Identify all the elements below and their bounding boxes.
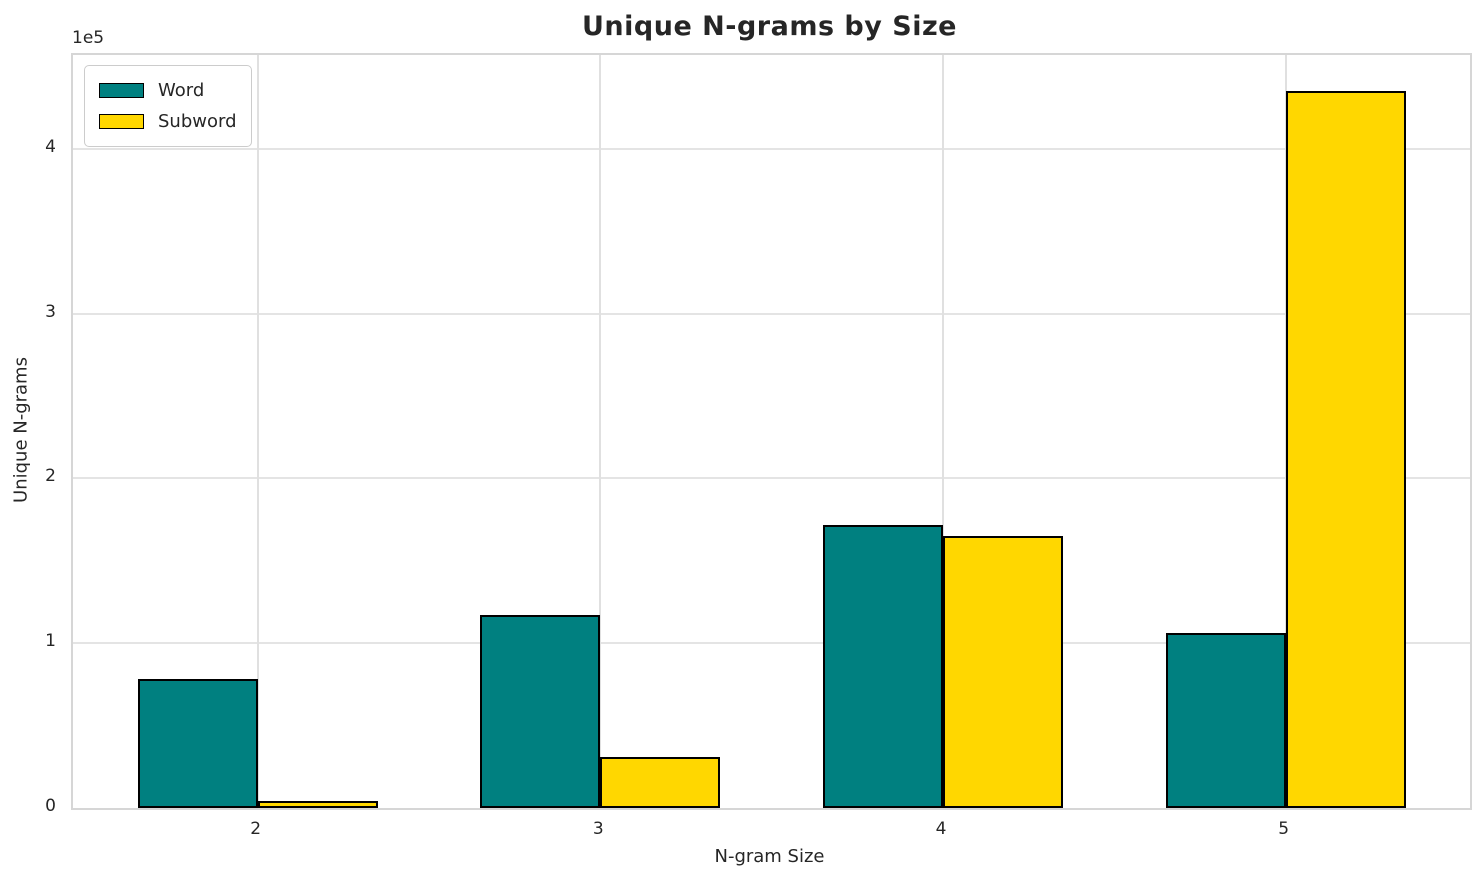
bar-subword-4 (942, 536, 1063, 808)
gridline-horizontal (73, 477, 1470, 480)
gridline-horizontal (73, 312, 1470, 315)
gridline-vertical (599, 55, 602, 808)
y-tick-label: 2 (45, 466, 56, 487)
gridline-horizontal (73, 642, 1470, 645)
bar-word-3 (480, 615, 601, 808)
legend-item-subword: Subword (99, 106, 237, 137)
bar-subword-5 (1285, 91, 1406, 808)
x-tick-label: 2 (250, 819, 262, 839)
legend-label: Word (158, 80, 205, 101)
legend-rows: Word Subword (99, 75, 237, 137)
y-tick-label: 4 (45, 136, 56, 157)
x-tick-label: 3 (592, 819, 604, 839)
gridline-horizontal (73, 147, 1470, 150)
legend-swatch-word (99, 83, 144, 98)
y-tick-label: 0 (45, 796, 56, 816)
bar-subword-3 (600, 756, 721, 808)
x-tick-label: 4 (935, 819, 947, 839)
gridline-vertical (941, 55, 944, 808)
bar-word-5 (1165, 633, 1286, 808)
y-tick-label: 1 (45, 631, 56, 652)
gridline-vertical (256, 55, 259, 808)
legend-item-word: Word (99, 75, 237, 106)
legend-label: Subword (158, 111, 237, 132)
x-axis-label: N-gram Size (714, 846, 825, 867)
y-axis-offset-label: 1e5 (72, 28, 105, 48)
legend-swatch-subword (99, 114, 144, 129)
bar-word-4 (823, 525, 943, 808)
bar-word-2 (137, 679, 258, 808)
bar-subword-2 (257, 800, 378, 808)
plot-area: Word Subword (71, 53, 1472, 810)
x-tick-label: 5 (1278, 819, 1290, 839)
chart-title: Unique N-grams by Size (582, 11, 957, 42)
legend: Word Subword (84, 65, 252, 147)
y-tick-label: 3 (45, 301, 56, 322)
